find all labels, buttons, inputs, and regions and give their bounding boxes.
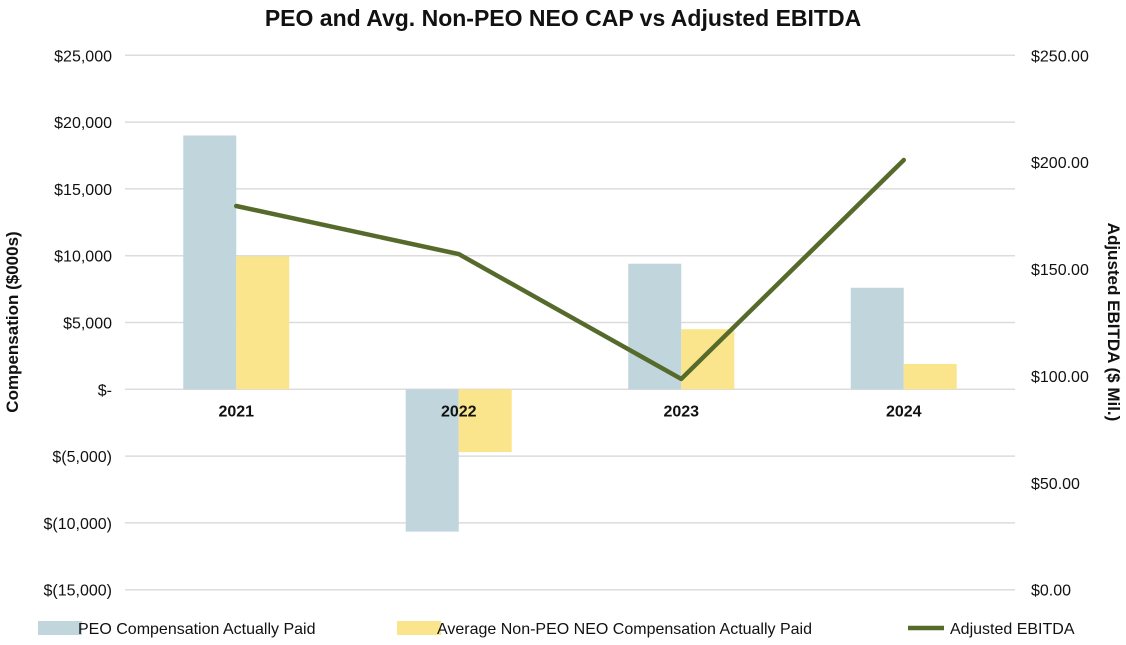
right-axis-ticks: $250.00 $200.00 $150.00 $100.00 $50.00 $0.00 (1031, 48, 1089, 599)
legend-label: PEO Compensation Actually Paid (78, 621, 315, 638)
legend-label: Average Non-PEO NEO Compensation Actuall… (437, 621, 812, 638)
x-tick-label: 2022 (441, 403, 477, 420)
bar-neo-2024 (904, 364, 957, 389)
bar-peo-2021 (183, 135, 236, 389)
y-axis-label: Compensation ($000s) (3, 231, 22, 412)
legend-swatch (397, 621, 441, 635)
y2-axis-label: Adjusted EBITDA ($ Mil.) (1104, 223, 1123, 422)
ebitda-line (236, 160, 904, 379)
y-tick-label: $(15,000) (44, 583, 113, 600)
bar-neo-2021 (236, 256, 289, 389)
bar-peo-2023 (628, 264, 681, 390)
legend: PEO Compensation Actually Paid Average No… (38, 621, 1075, 638)
bar-neo-2023 (681, 329, 734, 389)
x-tick-label: 2024 (886, 403, 922, 420)
y-tick-label: $20,000 (54, 115, 112, 132)
x-tick-label: 2023 (663, 403, 699, 420)
chart-title: PEO and Avg. Non-PEO NEO CAP vs Adjusted… (265, 5, 861, 31)
bars (183, 135, 957, 531)
y-tick-label: $(10,000) (44, 516, 113, 533)
ebitda-line-group (236, 160, 904, 379)
left-axis-ticks: $25,000 $20,000 $15,000 $10,000 $5,000 $- $(5,… (44, 48, 113, 599)
legend-swatch (38, 621, 82, 635)
y-tick-label: $25,000 (54, 48, 112, 65)
y2-tick-label: $150.00 (1031, 262, 1089, 279)
x-tick-label: 2021 (218, 403, 254, 420)
y2-tick-label: $0.00 (1031, 583, 1071, 600)
y-tick-label: $(5,000) (52, 449, 112, 466)
bar-peo-2024 (851, 288, 904, 390)
y2-tick-label: $200.00 (1031, 155, 1089, 172)
y2-tick-label: $250.00 (1031, 48, 1089, 65)
x-axis-labels: 2021 2022 2023 2024 (218, 403, 921, 420)
y-tick-label: $5,000 (63, 316, 112, 333)
y-tick-label: $15,000 (54, 182, 112, 199)
y2-tick-label: $50.00 (1031, 476, 1080, 493)
legend-label: Adjusted EBITDA (950, 621, 1075, 638)
bar-neo-2022 (459, 389, 512, 452)
y2-tick-label: $100.00 (1031, 369, 1089, 386)
y-tick-label: $10,000 (54, 249, 112, 266)
y-tick-label: $- (98, 382, 112, 399)
